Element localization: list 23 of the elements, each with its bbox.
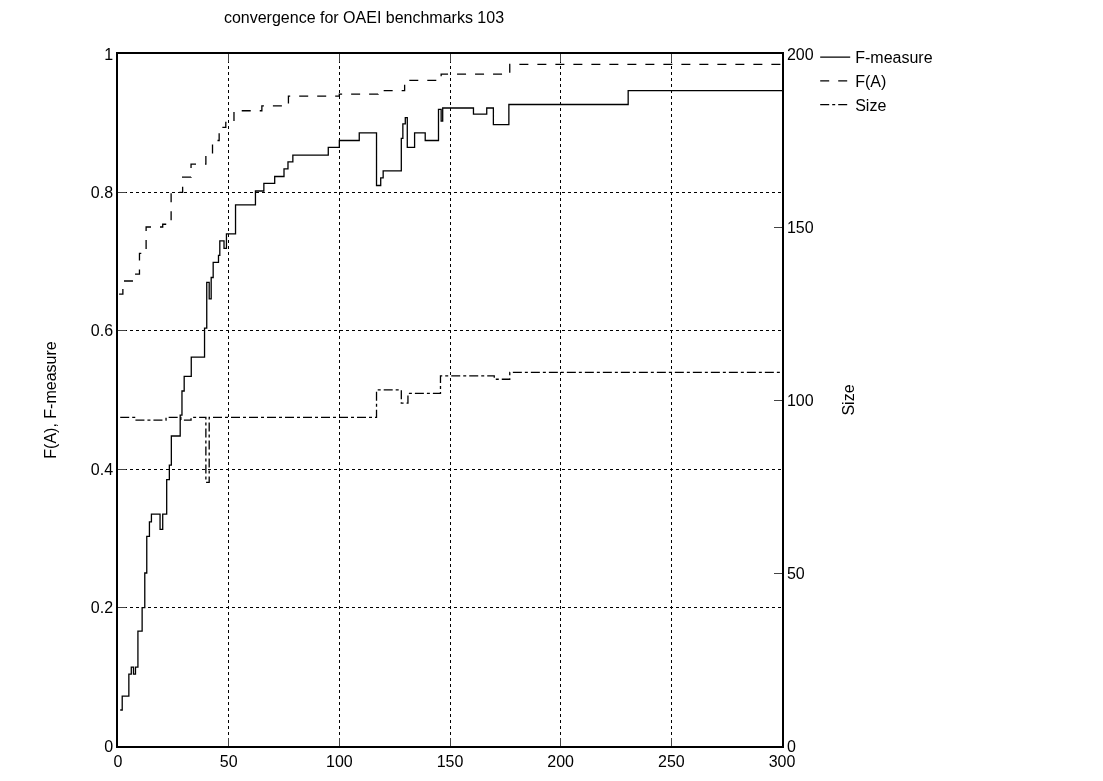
y2-axis-title: Size [839, 384, 857, 416]
x-tick-label: 150 [436, 752, 464, 770]
y2-tick-label: 100 [786, 391, 814, 409]
y2-tick-label: 150 [786, 218, 814, 236]
y-tick-label: 0.8 [90, 184, 114, 201]
x-tick-label: 300 [768, 752, 796, 770]
chart-title: convergence for OAEI benchmarks 103 [223, 8, 505, 26]
legend-label: Size [855, 96, 887, 114]
y2-tick-label: 50 [786, 564, 805, 582]
x-tick-label: 200 [547, 752, 575, 770]
y-tick-label: 0.6 [90, 322, 114, 340]
y-axis-title: F(A), F-measure [42, 341, 60, 459]
legend-label: F-measure [855, 49, 933, 67]
y-tick-label: 0 [104, 737, 114, 755]
y2-tick-label: 0 [786, 737, 796, 755]
y2-tick-label: 200 [786, 45, 814, 63]
legend-label: F(A) [855, 73, 887, 91]
x-tick-label: 250 [657, 752, 685, 770]
x-tick-label: 50 [219, 752, 238, 770]
x-tick-label: 100 [325, 752, 353, 770]
y-tick-label: 1 [104, 45, 114, 63]
y-tick-label: 0.4 [90, 460, 114, 478]
y-tick-label: 0.2 [90, 599, 114, 617]
